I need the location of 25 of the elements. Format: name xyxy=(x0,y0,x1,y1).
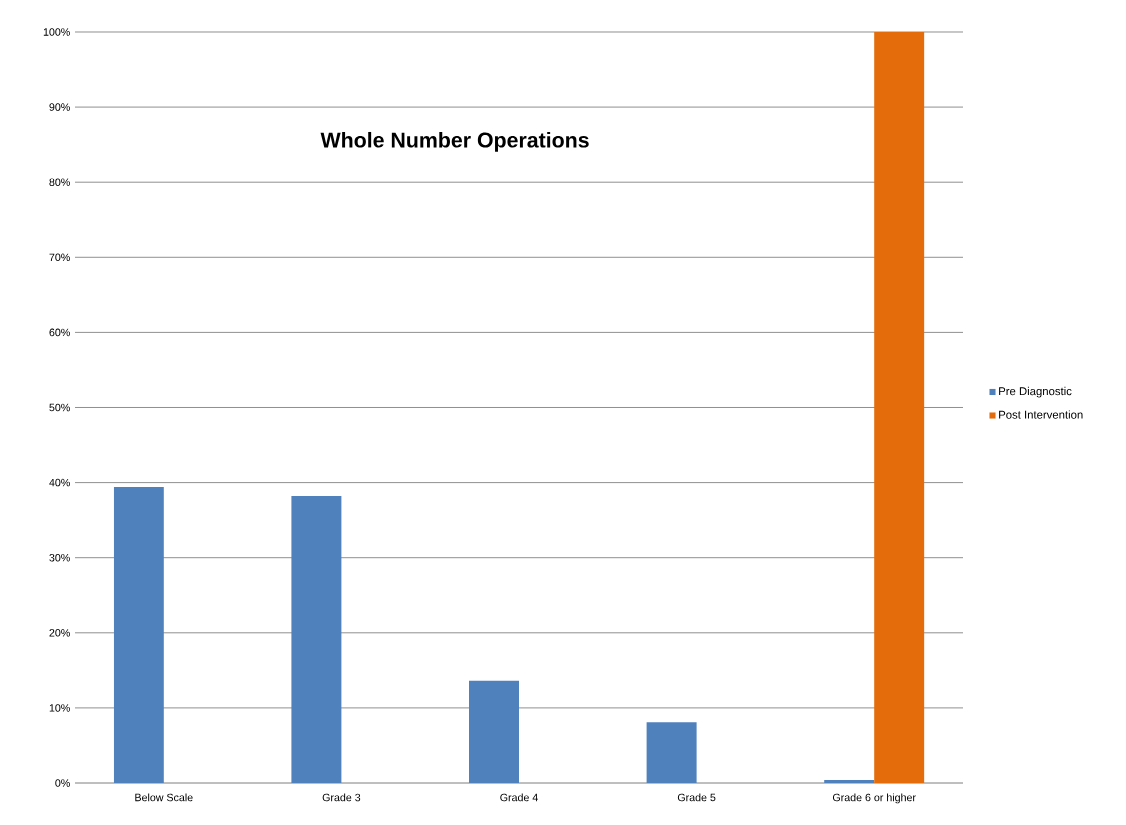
y-tick-label: 20% xyxy=(49,629,70,637)
x-tick-label: Grade 5 xyxy=(677,793,716,802)
y-tick-label: 70% xyxy=(49,253,70,262)
bar xyxy=(874,31,925,783)
bar xyxy=(824,780,875,783)
bar xyxy=(646,722,697,783)
y-tick-label: 30% xyxy=(49,553,70,562)
legend-label: Pre Diagnostic xyxy=(999,386,1072,398)
legend-label: Post Intervention xyxy=(999,410,1083,419)
y-tick-label: 100% xyxy=(43,28,70,36)
x-tick-label: Grade 6 or higher xyxy=(832,793,916,804)
x-tick-label: Grade 3 xyxy=(322,793,361,802)
x-tick-label: Below Scale xyxy=(135,793,193,802)
y-tick-label: 60% xyxy=(49,328,70,337)
x-tick-label: Grade 4 xyxy=(500,793,538,802)
y-tick-label: 40% xyxy=(49,478,70,487)
y-tick-label: 50% xyxy=(49,403,70,412)
text: Whole Number Operations xyxy=(320,131,589,152)
bar xyxy=(113,487,164,783)
y-tick-label: 10% xyxy=(49,704,70,712)
bar xyxy=(469,680,519,783)
y-tick-label: 0% xyxy=(55,779,70,787)
y-tick-label: 90% xyxy=(49,103,70,111)
bar xyxy=(291,496,342,783)
y-tick-label: 80% xyxy=(49,178,70,186)
